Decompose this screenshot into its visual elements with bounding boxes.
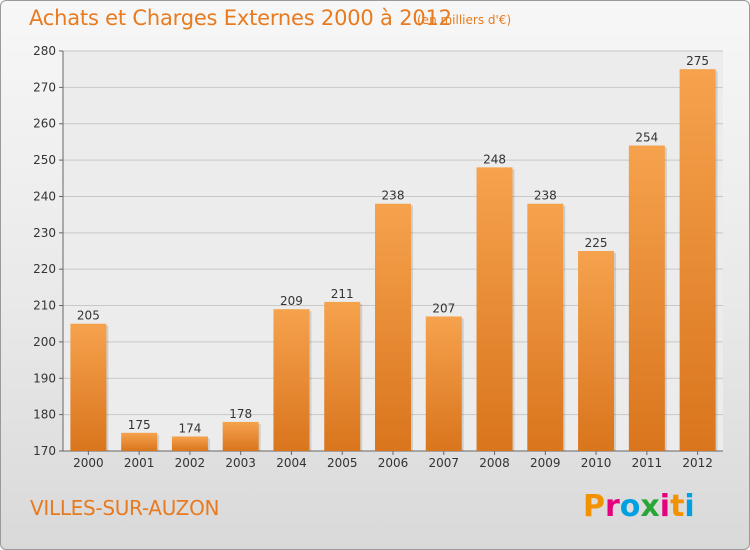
x-tick-label: 2000 bbox=[73, 456, 104, 470]
x-tick-label: 2004 bbox=[276, 456, 307, 470]
x-tick-label: 2005 bbox=[327, 456, 358, 470]
data-label: 225 bbox=[585, 236, 608, 250]
logo-letter: i bbox=[659, 489, 671, 524]
x-tick-label: 2009 bbox=[530, 456, 561, 470]
x-tick-label: 2011 bbox=[632, 456, 663, 470]
logo-letter: r bbox=[605, 489, 620, 524]
proxiti-logo: Proxiti bbox=[583, 489, 695, 524]
y-tick-label: 280 bbox=[33, 44, 56, 58]
bar-2009 bbox=[527, 203, 564, 451]
x-tick-label: 2001 bbox=[124, 456, 155, 470]
bar-2006 bbox=[375, 203, 411, 451]
chart-title: Achats et Charges Externes 2000 à 2012 bbox=[29, 6, 452, 30]
data-label: 248 bbox=[483, 152, 506, 166]
bar-2001 bbox=[121, 432, 158, 451]
logo-letter: t bbox=[670, 489, 685, 524]
x-tick-label: 2012 bbox=[682, 456, 713, 470]
x-tick-label: 2006 bbox=[378, 456, 409, 470]
data-label: 175 bbox=[128, 418, 151, 432]
bar-2008 bbox=[476, 167, 513, 451]
logo-letter: i bbox=[684, 489, 695, 524]
x-tick-label: 2008 bbox=[479, 456, 510, 470]
bar-2000 bbox=[70, 323, 107, 451]
bar-2002 bbox=[171, 436, 208, 451]
y-tick-label: 180 bbox=[33, 408, 56, 422]
y-tick-label: 220 bbox=[33, 262, 56, 276]
bar-2004 bbox=[273, 309, 310, 451]
y-tick-label: 200 bbox=[33, 335, 56, 349]
y-tick-label: 240 bbox=[33, 189, 56, 203]
y-tick-label: 210 bbox=[33, 299, 56, 313]
x-tick-label: 2002 bbox=[175, 456, 206, 470]
bar-2003 bbox=[222, 421, 259, 451]
y-tick-label: 250 bbox=[33, 153, 56, 167]
bar-2011 bbox=[628, 145, 665, 451]
data-label: 211 bbox=[331, 287, 354, 301]
x-tick-label: 2003 bbox=[225, 456, 256, 470]
bar-2010 bbox=[578, 251, 615, 451]
commune-name: VILLES-SUR-AUZON bbox=[30, 496, 220, 520]
y-tick-label: 260 bbox=[33, 117, 56, 131]
bar-2012 bbox=[679, 69, 716, 451]
y-tick-label: 230 bbox=[33, 226, 56, 240]
y-tick-label: 170 bbox=[33, 444, 56, 458]
data-label: 174 bbox=[178, 421, 201, 435]
data-label: 209 bbox=[280, 294, 303, 308]
chart-units: (en milliers d'€) bbox=[417, 13, 512, 27]
bar-2005 bbox=[324, 301, 361, 451]
data-label: 207 bbox=[432, 301, 455, 315]
logo-letter: P bbox=[583, 489, 605, 524]
logo-letter: o bbox=[619, 489, 641, 524]
bar-2007 bbox=[425, 316, 462, 451]
y-tick-label: 270 bbox=[33, 80, 56, 94]
y-tick-label: 190 bbox=[33, 371, 56, 385]
data-label: 178 bbox=[229, 407, 252, 421]
data-label: 254 bbox=[635, 131, 658, 145]
logo-letter: x bbox=[640, 489, 660, 524]
x-tick-label: 2010 bbox=[581, 456, 612, 470]
data-label: 238 bbox=[382, 189, 405, 203]
data-label: 205 bbox=[77, 309, 100, 323]
data-label: 275 bbox=[686, 54, 709, 68]
x-tick-label: 2007 bbox=[428, 456, 459, 470]
data-label: 238 bbox=[534, 189, 557, 203]
